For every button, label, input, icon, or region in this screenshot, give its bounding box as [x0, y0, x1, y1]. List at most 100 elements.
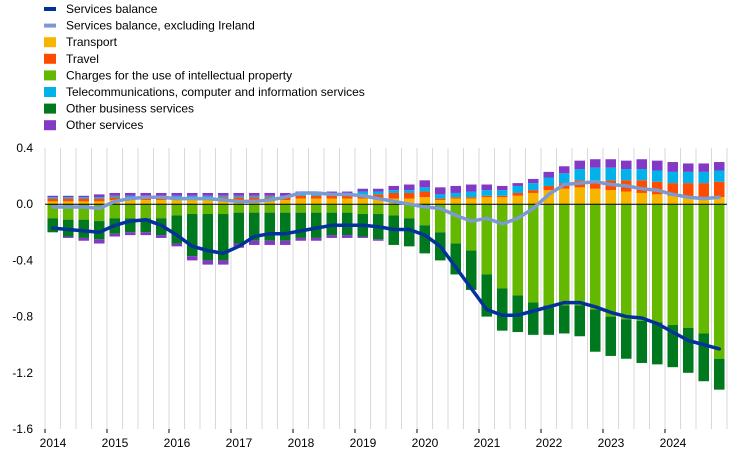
- legend-box-swatch: [44, 120, 56, 131]
- bar-segment: [419, 197, 431, 205]
- bar-segment: [217, 199, 229, 205]
- bar-segment: [667, 183, 679, 196]
- x-tick-label: 2023: [598, 436, 625, 450]
- bar-segment: [527, 183, 539, 191]
- bar-segment: [698, 171, 710, 184]
- bar-segment: [574, 160, 586, 170]
- bar-segment: [651, 194, 663, 205]
- bar-segment: [527, 190, 539, 193]
- bar-segment: [388, 204, 400, 216]
- bar-segment: [434, 199, 446, 205]
- bar-segment: [636, 320, 648, 363]
- bar-segment: [651, 181, 663, 195]
- bar-segment: [481, 274, 493, 317]
- bar-segment: [419, 180, 431, 188]
- bar-segment: [465, 197, 477, 199]
- bar-segment: [512, 192, 524, 196]
- bar-segment: [186, 204, 198, 215]
- bar-segment: [481, 184, 493, 191]
- x-tick-label: 2017: [226, 436, 253, 450]
- bar-segment: [264, 192, 276, 196]
- bar-segment: [682, 183, 694, 198]
- bar-segment: [589, 188, 601, 205]
- bar-segment: [357, 204, 369, 215]
- bar-segment: [481, 204, 493, 275]
- bar-segment: [248, 195, 260, 198]
- bar-segment: [341, 204, 353, 213]
- bar-segment: [450, 243, 462, 275]
- bar-segment: [667, 325, 679, 368]
- bar-segment: [202, 260, 214, 265]
- bar-segment: [186, 199, 198, 205]
- bar-segment: [512, 204, 524, 296]
- bar-segment: [93, 194, 105, 198]
- legend-label: Travel: [66, 52, 99, 66]
- bar-segment: [620, 160, 632, 170]
- legend-label: Charges for the use of intellectual prop…: [66, 68, 292, 82]
- x-tick-label: 2019: [350, 436, 377, 450]
- bar-segment: [682, 171, 694, 184]
- bar-segment: [310, 194, 322, 196]
- bar-segment: [620, 169, 632, 181]
- bar-segment: [326, 198, 338, 205]
- bar-segment: [93, 239, 105, 244]
- bar-segment: [543, 190, 555, 205]
- bar-segment: [264, 212, 276, 241]
- bar-segment: [388, 192, 400, 199]
- x-tick-label: 2014: [40, 436, 67, 450]
- bar-segment: [171, 195, 183, 198]
- bar-segment: [264, 199, 276, 205]
- bar-segment: [620, 204, 632, 320]
- bar-segment: [93, 221, 105, 240]
- bar-segment: [465, 198, 477, 205]
- bar-segment: [357, 191, 369, 195]
- bar-segment: [698, 163, 710, 172]
- bar-segment: [62, 198, 74, 202]
- bar-segment: [171, 204, 183, 216]
- bar-segment: [636, 180, 648, 193]
- bar-segment: [465, 191, 477, 198]
- legend-box-swatch: [44, 53, 56, 64]
- legend-line-swatch: [44, 7, 56, 11]
- bar-segment: [124, 204, 136, 219]
- bar-segment: [481, 197, 493, 205]
- bar-segment: [589, 309, 601, 352]
- bar-segment: [527, 204, 539, 303]
- bar-segment: [217, 204, 229, 215]
- legend-line-swatch: [44, 23, 56, 28]
- bar-segment: [372, 194, 384, 199]
- bar-segment: [233, 197, 245, 200]
- bar-segment: [93, 198, 105, 202]
- bar-segment: [543, 305, 555, 335]
- bar-segment: [217, 214, 229, 261]
- bar-segment: [295, 237, 307, 241]
- bar-segment: [109, 204, 121, 219]
- bar-segment: [667, 195, 679, 205]
- bar-segment: [279, 240, 291, 245]
- bar-segment: [279, 212, 291, 241]
- legend-label: Telecommunications, computer and informa…: [66, 85, 365, 99]
- bar-segment: [589, 204, 601, 310]
- bar-segment: [310, 237, 322, 241]
- bar-segment: [372, 204, 384, 215]
- bar-segment: [310, 204, 322, 213]
- bar-segment: [357, 236, 369, 238]
- bar-segment: [682, 197, 694, 205]
- bar-segment: [605, 167, 617, 181]
- bar-segment: [558, 204, 570, 306]
- bar-segment: [574, 305, 586, 337]
- bar-segment: [171, 192, 183, 196]
- bar-segment: [357, 188, 369, 192]
- bar-segment: [109, 192, 121, 196]
- bar-segment: [326, 195, 338, 199]
- bar-segment: [589, 159, 601, 168]
- x-axis: 2014 2015 2016 2017 2018 2019 2020 2021 2022 2023…: [40, 429, 687, 450]
- bar-segment: [434, 187, 446, 195]
- bar-segment: [326, 235, 338, 238]
- bar-segment: [527, 192, 539, 205]
- bar-segment: [217, 192, 229, 196]
- series-line: [51, 179, 722, 226]
- bar-segment: [78, 198, 90, 202]
- bar-segment: [186, 195, 198, 198]
- bar-segment: [636, 192, 648, 205]
